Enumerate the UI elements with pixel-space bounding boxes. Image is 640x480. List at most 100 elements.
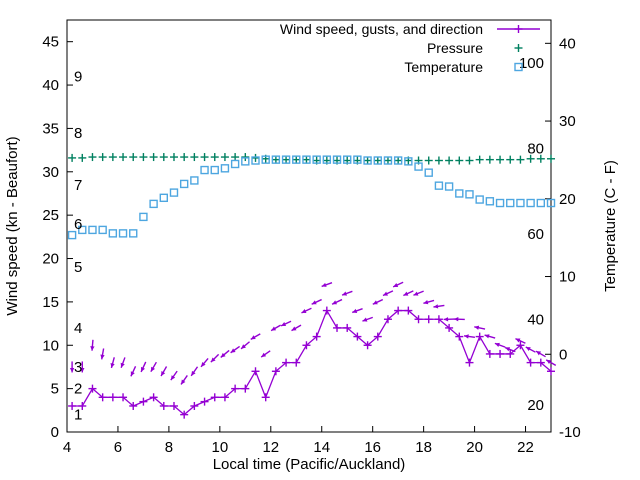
temperature-point [149, 199, 158, 209]
gust-arrow [423, 299, 435, 305]
beaufort-label: 9 [74, 68, 82, 85]
legend-label: Wind speed, gusts, and direction [280, 21, 483, 37]
temperature-point [67, 230, 77, 240]
gust-arrow [170, 370, 178, 381]
temperature-point [190, 176, 199, 185]
gust-arrow [535, 350, 546, 358]
gust-arrow [413, 290, 424, 296]
temperature-point [383, 156, 393, 165]
gust-arrow [301, 307, 312, 314]
temperature-point [179, 179, 189, 189]
temperature-point [169, 188, 179, 197]
gust-arrow [484, 334, 496, 339]
temperature-point [281, 155, 291, 164]
fahrenheit-label: 80 [527, 140, 544, 157]
gust-arrow [504, 346, 516, 353]
gust-arrow [69, 361, 75, 373]
x-axis-title: Local time (Pacific/Auckland) [213, 456, 406, 473]
gust-arrow [331, 298, 343, 305]
y2-tick-label: 10 [559, 269, 576, 286]
gust-arrow [150, 361, 157, 373]
y-tick-label: 30 [42, 164, 59, 181]
beaufort-label: 7 [74, 177, 82, 194]
temperature-point [139, 212, 148, 222]
fahrenheit-label: 20 [527, 397, 544, 414]
y2-tick-label: 0 [559, 346, 567, 363]
x-tick-label: 22 [517, 439, 534, 456]
fahrenheit-label: 40 [527, 311, 544, 328]
gust-arrow [80, 361, 85, 373]
gust-arrow [230, 345, 241, 354]
gust-arrow [515, 337, 526, 344]
x-tick-label: 14 [313, 439, 330, 456]
temperature-point [230, 159, 240, 169]
gust-arrow [140, 361, 147, 373]
gust-arrow [280, 320, 292, 327]
gust-arrow [545, 359, 557, 366]
series-wind-speed [68, 306, 555, 419]
temperature-point [526, 198, 535, 208]
temperature-point [78, 225, 87, 235]
x-tick-label: 6 [114, 439, 122, 456]
temperature-point [393, 156, 403, 165]
gust-arrow [382, 290, 394, 297]
gust-arrow [110, 357, 115, 369]
temperature-point [434, 181, 444, 190]
temperature-point [88, 225, 97, 235]
gust-arrow [240, 341, 250, 350]
series-layer [67, 153, 557, 419]
gust-arrow [474, 325, 486, 330]
gust-arrow [180, 375, 188, 385]
x-tick-label: 20 [466, 439, 483, 456]
gust-arrow [372, 298, 384, 305]
series-pressure [68, 153, 555, 165]
temperature-point [475, 195, 484, 204]
temperature-point [516, 198, 525, 208]
temperature-point [424, 168, 433, 177]
temperature-point [312, 155, 321, 164]
temperature-point [404, 157, 413, 166]
beaufort-label: 4 [74, 320, 82, 337]
inner-labels-layer: 1 2 3 4 5 6 7 8 9 20 40 60 80 100 [74, 55, 544, 424]
gust-arrow [494, 342, 506, 348]
wind-speed-line [72, 309, 552, 416]
temperature-point [302, 155, 311, 164]
temperature-point [98, 225, 107, 235]
beaufort-label: 1 [74, 407, 82, 424]
x-tick-label: 18 [415, 439, 432, 456]
temperature-point [159, 193, 169, 203]
y-tick-label: 20 [42, 251, 59, 268]
temperature-point [220, 164, 230, 173]
legend-label: Pressure [427, 40, 483, 56]
gust-arrow [210, 353, 220, 363]
x-tick-label: 10 [211, 439, 228, 456]
gust-arrow [463, 334, 476, 339]
y-tick-label: 0 [51, 424, 59, 441]
legend-marker [514, 62, 523, 72]
y-tick-label: 40 [42, 77, 59, 94]
temperature-point [546, 198, 556, 208]
temperature-point [292, 155, 301, 164]
x-tick-label: 8 [165, 439, 173, 456]
gust-arrow [90, 339, 95, 351]
y-tick-label: 35 [42, 120, 59, 137]
y-tick-label: 25 [42, 207, 59, 224]
temperature-point [129, 229, 138, 238]
gust-arrow [190, 366, 199, 377]
beaufort-label: 5 [74, 259, 82, 276]
temperature-point [271, 155, 281, 164]
temperature-point [261, 155, 270, 164]
legend-label: Temperature [404, 59, 483, 75]
y2-tick-label: 40 [559, 35, 576, 52]
temperature-point [506, 198, 515, 208]
fahrenheit-label: 60 [527, 226, 544, 243]
temperature-point [241, 157, 250, 166]
x-tick-label: 16 [364, 439, 381, 456]
gust-arrow [100, 348, 105, 360]
axis-titles: Local time (Pacific/Auckland) Wind speed … [4, 136, 619, 473]
temperature-point [251, 156, 260, 165]
gust-arrow [443, 317, 455, 322]
x-tick-label: 4 [63, 439, 71, 456]
temperature-point [536, 198, 546, 208]
